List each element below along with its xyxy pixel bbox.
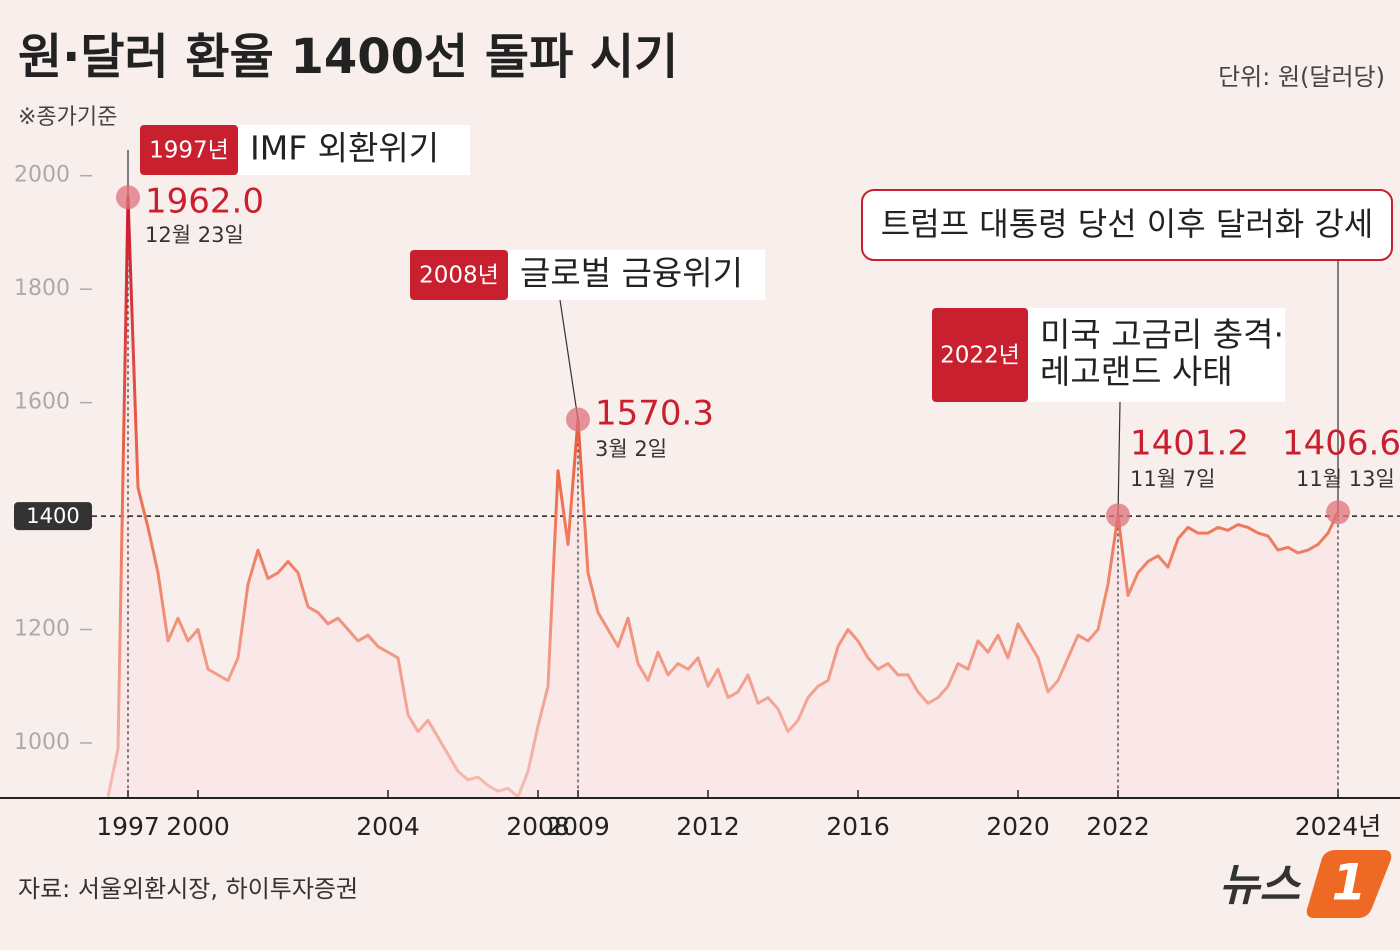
unit-label: 단위: 원(달러당) xyxy=(1218,63,1385,91)
date-label: 3월 2일 xyxy=(595,437,667,461)
point-marker xyxy=(1326,500,1350,525)
logo-text: 뉴스 xyxy=(1219,860,1301,911)
x-tick-label: 2020 xyxy=(986,812,1050,841)
y-tick-label: 1800 xyxy=(14,276,70,301)
x-tick-label: 2008 xyxy=(506,812,570,841)
x-tick-label: 2022 xyxy=(1086,812,1150,841)
x-tick-label: 1997 xyxy=(96,812,160,841)
date-label: 12월 23일 xyxy=(145,223,244,247)
source: 자료: 서울외환시장, 하이투자증권 xyxy=(18,875,358,903)
value-label: 1570.3 xyxy=(595,394,714,434)
y-tick-label: 1000 xyxy=(14,730,70,755)
x-tick-label: 2004 xyxy=(356,812,420,841)
y-tick-label: 1600 xyxy=(14,390,70,415)
note-box xyxy=(861,189,1393,261)
reference-label-box xyxy=(14,502,92,531)
note-text: 레고랜드 사태 xyxy=(1040,352,1233,391)
date-label: 11월 13일 xyxy=(1296,467,1395,491)
leader-line xyxy=(1117,401,1121,516)
x-tick-label: 2016 xyxy=(826,812,890,841)
x-tick-label: 2024년 xyxy=(1295,812,1382,841)
note-text: 미국 고금리 충격· xyxy=(1040,315,1284,354)
point-marker xyxy=(1106,503,1130,528)
reference-label: 1400 xyxy=(26,504,79,528)
x-tick-label: 2009 xyxy=(546,812,610,841)
note-box xyxy=(508,250,765,300)
y-tick-label: 1200 xyxy=(14,617,70,642)
note-box xyxy=(238,125,470,175)
logo-mark: 1 xyxy=(1332,854,1367,912)
line xyxy=(106,195,1340,799)
note-box xyxy=(1028,308,1285,402)
date-label: 11월 7일 xyxy=(1130,467,1215,491)
logo-mark-shape xyxy=(1306,850,1392,918)
tag-label: 2022년 xyxy=(940,343,1020,369)
note-text: IMF 외환위기 xyxy=(250,129,439,168)
tag-box xyxy=(932,308,1028,402)
chart-title: 원·달러 환율 1400선 돌파 시기 xyxy=(18,29,678,85)
note-text: 글로벌 금융위기 xyxy=(520,254,743,293)
tag-box xyxy=(410,250,508,300)
y-tick-label: 2000 xyxy=(14,163,70,188)
value-label: 1962.0 xyxy=(145,182,264,222)
x-tick-label: 2000 xyxy=(166,812,230,841)
point-marker xyxy=(116,185,140,210)
value-label: 1406.6 xyxy=(1282,424,1400,464)
tag-label: 1997년 xyxy=(149,138,229,164)
tag-box xyxy=(140,125,238,175)
note-text: 트럼프 대통령 당선 이후 달러화 강세 xyxy=(881,205,1373,243)
tag-label: 2008년 xyxy=(419,263,499,289)
point-marker xyxy=(566,407,590,432)
value-label: 1401.2 xyxy=(1130,424,1249,464)
x-tick-label: 2012 xyxy=(676,812,740,841)
subtitle: ※종가기준 xyxy=(18,105,117,130)
leader-line xyxy=(559,299,579,420)
